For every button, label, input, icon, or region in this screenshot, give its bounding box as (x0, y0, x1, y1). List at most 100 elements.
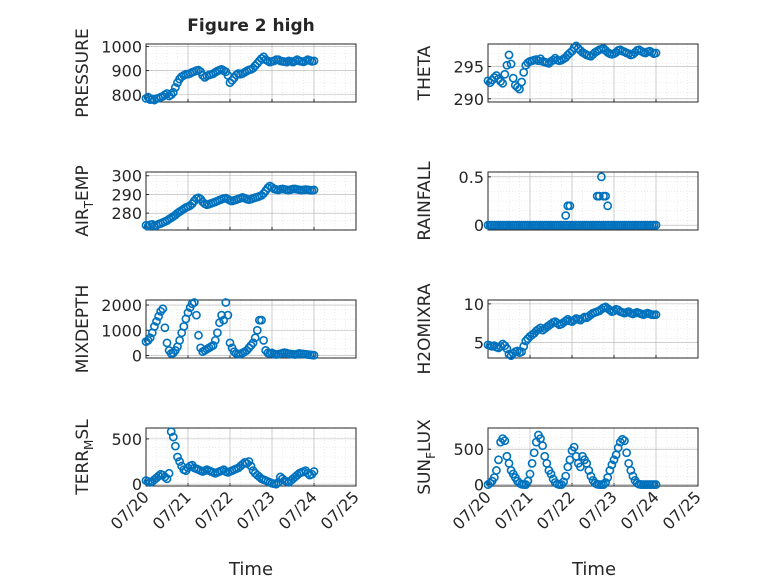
data-point (162, 474, 172, 484)
data-point (309, 185, 319, 195)
data-point (569, 442, 579, 452)
data-point (210, 335, 220, 345)
data-point (605, 305, 615, 315)
data-point (651, 310, 661, 320)
data-point (651, 48, 661, 58)
data-point (613, 443, 623, 453)
data-point (536, 323, 545, 333)
x-tick-label: 07/25 (317, 487, 363, 533)
y-axis-label-tail: SL (73, 419, 93, 440)
data-point (498, 78, 508, 88)
data-point (166, 427, 176, 437)
data-point (227, 75, 237, 85)
data-point (500, 69, 510, 79)
data-point (252, 325, 262, 335)
y-tick-label: 0 (474, 476, 484, 495)
data-point (194, 330, 203, 340)
data-point (212, 328, 222, 338)
y-tick-label: 290 (111, 185, 142, 204)
y-tick-label: 800 (111, 86, 142, 105)
data-point (576, 462, 585, 472)
y-axis-label: AIRTEMP (73, 165, 96, 236)
data-point (597, 172, 606, 182)
y-axis-label: PRESSURE (73, 28, 93, 117)
data-point (620, 436, 629, 446)
y-axis-label-subscript: M (82, 440, 96, 450)
data-point (309, 350, 319, 360)
x-tick-label: 07/24 (617, 487, 663, 533)
data-point (164, 468, 174, 478)
data-point (168, 432, 178, 442)
data-point (170, 441, 180, 451)
subplot-pressure: 800 900 1000 PRESSURE (73, 28, 357, 118)
data-point (208, 340, 218, 350)
x-tick-label: 07/20 (449, 487, 495, 533)
x-tick-label: 07/22 (533, 487, 579, 533)
data-point (525, 469, 535, 479)
data-point (561, 471, 571, 481)
y-axis-label-main: PRESSURE (73, 28, 93, 117)
x-tick-label: 07/23 (233, 487, 279, 533)
data-point (489, 73, 499, 82)
y-tick-label: 5 (474, 334, 484, 353)
y-tick-label: 290 (453, 90, 484, 109)
y-axis-label-subscript: T (82, 200, 96, 209)
data-point (170, 83, 180, 92)
data-point (519, 341, 529, 351)
y-axis-label: MIXDEPTH (73, 285, 93, 374)
data-point (605, 466, 615, 475)
data-point (271, 479, 281, 489)
y-tick-label: 10 (464, 295, 484, 314)
data-point (628, 471, 638, 481)
data-point (219, 315, 229, 325)
data-point (565, 201, 575, 211)
data-point (513, 82, 522, 92)
y-axis-label: TERRMSL (73, 419, 96, 496)
data-point (485, 478, 495, 488)
y-axis-label-subscript: F (424, 452, 438, 459)
y-tick-label: 500 (453, 440, 484, 459)
x-axis-label-right: Time (571, 559, 616, 580)
data-point (561, 316, 571, 326)
y-tick-label: 0.5 (459, 168, 484, 187)
data-point (191, 310, 201, 320)
data-point (603, 201, 613, 211)
y-axis-label: RAINFALL (415, 161, 435, 241)
data-point (179, 322, 189, 331)
data-point (506, 59, 516, 69)
y-axis-label: THETA (415, 45, 435, 101)
data-point (626, 466, 636, 475)
data-point (244, 457, 254, 466)
y-axis-label-main: MIXDEPTH (73, 285, 93, 374)
data-point (498, 434, 508, 444)
data-point (529, 448, 539, 458)
data-point (504, 50, 514, 60)
data-point (491, 466, 501, 475)
data-point (189, 298, 199, 307)
x-tick-label: 07/23 (575, 487, 621, 533)
data-point (651, 480, 661, 489)
y-axis-label-main: RAINFALL (415, 161, 435, 241)
data-point (154, 311, 163, 321)
data-point (168, 87, 178, 97)
data-point (513, 346, 522, 356)
data-point (517, 347, 526, 357)
data-point (183, 308, 193, 318)
data-point (162, 338, 172, 348)
y-axis-label-tail: EMP (73, 165, 93, 201)
data-point (173, 452, 182, 462)
axes-box (145, 427, 357, 487)
subplot-theta: 290 295 THETA (415, 41, 699, 109)
data-point (622, 448, 631, 458)
x-tick-label: 07/25 (659, 487, 705, 533)
data-point (565, 455, 575, 465)
axes-box (487, 171, 699, 231)
y-axis-label-main: H2OMIXRA (415, 283, 435, 374)
data-point (651, 220, 661, 230)
y-axis-label-main: SUN (415, 459, 435, 495)
data-point (594, 191, 604, 201)
y-tick-label: 280 (111, 204, 142, 223)
y-axis-label-main: AIR (73, 208, 93, 237)
